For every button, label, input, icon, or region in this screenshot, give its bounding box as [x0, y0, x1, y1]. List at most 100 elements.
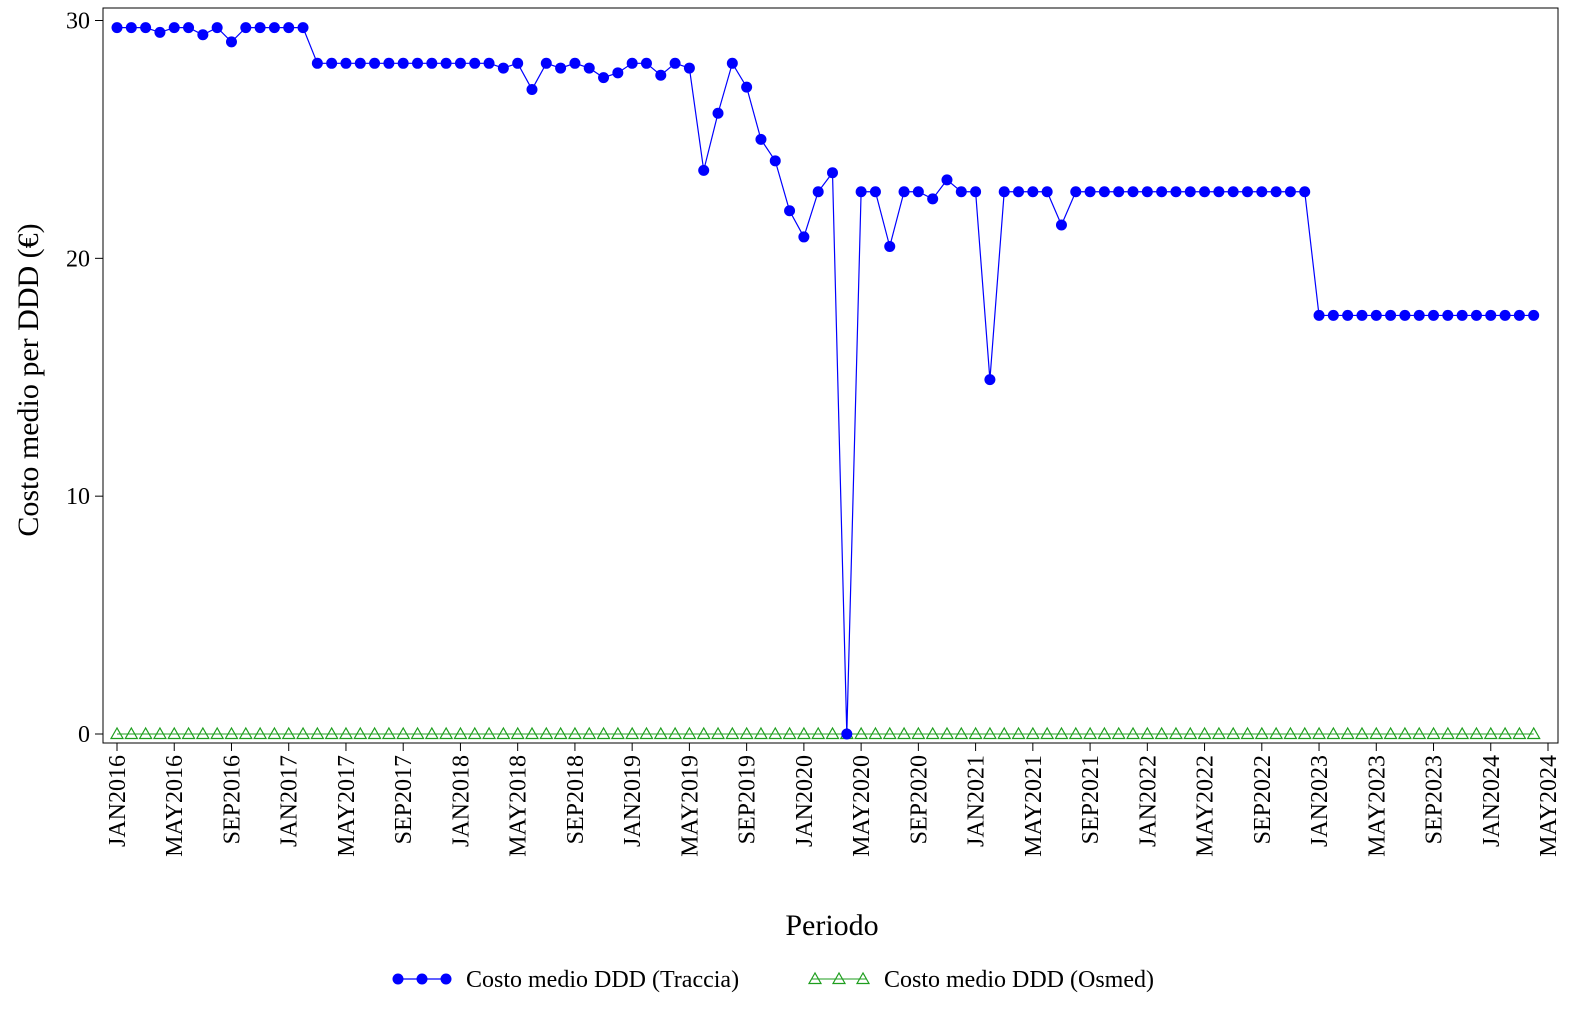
osmed-point [768, 726, 783, 740]
traccia-point [1356, 309, 1368, 321]
traccia-point [827, 167, 838, 179]
osmed-point [1211, 726, 1226, 740]
traccia-point [183, 22, 195, 34]
traccia-point [855, 186, 867, 198]
x-tick-label: SEP2017 [391, 755, 417, 844]
traccia-point [483, 57, 495, 69]
traccia-point [526, 83, 538, 95]
traccia-point [1127, 186, 1139, 198]
osmed-point [1168, 726, 1183, 740]
legend-traccia-marker [392, 973, 404, 985]
traccia-point [755, 133, 767, 145]
osmed-point [982, 726, 997, 740]
traccia-point [812, 186, 824, 198]
x-tick-label: SEP2022 [1250, 755, 1276, 844]
osmed-point [639, 726, 654, 740]
osmed-point [1154, 726, 1169, 740]
osmed-point [109, 726, 125, 740]
traccia-point [197, 29, 209, 41]
legend-traccia-marker [416, 973, 428, 985]
traccia-point [540, 57, 552, 69]
osmed-point [167, 726, 182, 740]
traccia-point [955, 186, 967, 198]
y-tick-label: 20 [66, 246, 90, 272]
x-tick-label: JAN2020 [792, 755, 818, 847]
osmed-point [696, 726, 711, 740]
osmed-point [524, 726, 540, 740]
osmed-point [796, 726, 811, 740]
x-axis-label: Periodo [785, 909, 878, 942]
x-tick-label: JAN2021 [964, 755, 990, 847]
osmed-point [1326, 726, 1341, 740]
osmed-point [1226, 726, 1241, 740]
traccia-point [769, 155, 781, 167]
traccia-point [1485, 309, 1497, 321]
traccia-point [970, 186, 982, 198]
osmed-point [1183, 726, 1198, 740]
osmed-point [1469, 726, 1484, 740]
osmed-point [1526, 726, 1541, 740]
traccia-point [998, 186, 1010, 198]
x-tick-label: SEP2023 [1422, 755, 1448, 844]
osmed-point [1011, 726, 1026, 740]
osmed-point [753, 726, 768, 740]
traccia-point [583, 62, 595, 74]
osmed-point [1426, 726, 1441, 740]
osmed-point [868, 726, 883, 740]
osmed-point [1383, 726, 1398, 740]
x-axis: JAN2016 MAY2016 SEP2016 JAN2017 MAY2017 SEP20… [105, 743, 1562, 857]
osmed-point [295, 726, 311, 740]
osmed-point [467, 726, 482, 740]
traccia-point [168, 22, 180, 34]
x-tick-label: MAY2019 [677, 755, 703, 857]
x-tick-label: SEP2018 [563, 755, 589, 844]
osmed-point [195, 726, 210, 740]
osmed-point [710, 726, 726, 740]
x-tick-label: JAN2024 [1479, 755, 1505, 847]
osmed-point [653, 726, 668, 740]
traccia-point [655, 69, 667, 81]
osmed-point [1397, 726, 1412, 740]
osmed-point [224, 726, 239, 740]
legend-osmed-marker [807, 971, 823, 985]
traccia-point [941, 174, 953, 186]
osmed-point [238, 726, 253, 740]
traccia-point [927, 193, 939, 205]
osmed-point [1040, 726, 1055, 740]
osmed-point [138, 726, 153, 740]
osmed-point [482, 726, 497, 740]
x-tick-label: MAY2017 [334, 755, 360, 857]
osmed-point [1140, 726, 1155, 740]
osmed-point [1340, 726, 1355, 740]
traccia-point [354, 57, 366, 69]
x-tick-label: MAY2018 [506, 755, 532, 857]
osmed-point [496, 726, 511, 740]
traccia-point [1184, 186, 1196, 198]
osmed-point [725, 726, 740, 740]
x-tick-label: MAY2023 [1364, 755, 1390, 857]
traccia-point [1084, 186, 1096, 198]
traccia-point [1342, 309, 1354, 321]
osmed-point [610, 726, 625, 740]
traccia-point [1213, 186, 1225, 198]
traccia-point [1113, 186, 1125, 198]
x-tick-label: MAY2022 [1193, 755, 1219, 857]
osmed-point [1240, 726, 1255, 740]
traccia-point [1499, 309, 1511, 321]
traccia-point [912, 186, 924, 198]
traccia-point [397, 57, 409, 69]
y-tick-label: 10 [66, 484, 90, 510]
x-tick-label: JAN2022 [1135, 755, 1161, 847]
osmed-point [510, 726, 525, 740]
osmed-point [1197, 726, 1212, 740]
osmed-point [1512, 726, 1527, 740]
osmed-point [854, 726, 869, 740]
osmed-point [625, 726, 640, 740]
traccia-point [1470, 309, 1482, 321]
osmed-point [567, 726, 582, 740]
traccia-point [283, 22, 295, 34]
x-tick-label: JAN2019 [620, 755, 646, 847]
traccia-point [340, 57, 352, 69]
traccia-point [1442, 309, 1454, 321]
